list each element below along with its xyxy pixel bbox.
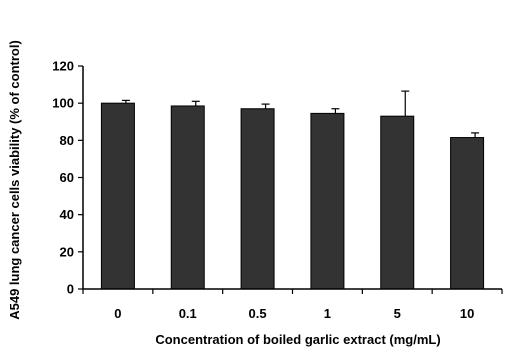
x-axis-title: Concentration of boiled garlic extract (…	[155, 332, 440, 347]
x-tick-label: 10	[460, 306, 474, 321]
bar	[240, 108, 275, 290]
x-tick-label: 1	[324, 306, 331, 321]
y-ticks-group: 0 20 40 60 80 100 120	[52, 59, 83, 297]
y-tick-label: 20	[60, 244, 74, 259]
y-tick-label: 60	[60, 170, 74, 185]
bar	[170, 105, 205, 290]
y-axis-title: A549 lung cancer cells viability (% of c…	[7, 40, 22, 320]
y-tick-label: 80	[60, 133, 74, 148]
y-tick-label: 40	[60, 207, 74, 222]
x-tick-label: 0	[114, 306, 121, 321]
x-tick-label: 0.1	[179, 306, 197, 321]
bars-group	[100, 102, 485, 290]
bar	[380, 115, 415, 290]
bar	[310, 112, 345, 290]
y-tick-label: 100	[52, 96, 74, 111]
y-tick-label: 120	[52, 59, 74, 74]
y-tick-label: 0	[67, 282, 74, 297]
x-tick-label: 0.5	[249, 306, 267, 321]
bar	[450, 137, 485, 290]
error-bars-group	[121, 90, 480, 138]
bar	[100, 102, 135, 290]
x-tick-label: 5	[394, 306, 401, 321]
x-ticks-group: 0 0.1 0.5 1 5 10	[82, 289, 503, 321]
